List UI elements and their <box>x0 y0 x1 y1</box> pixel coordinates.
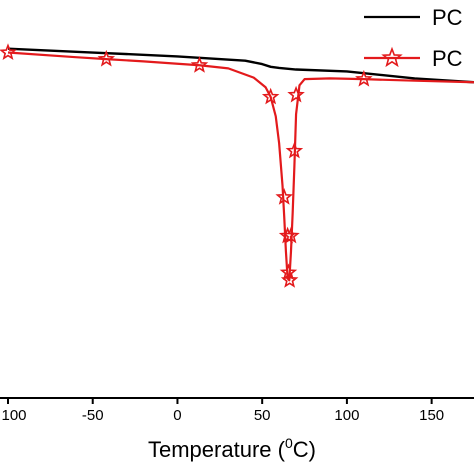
series-line-pc-red <box>7 51 474 282</box>
star-marker <box>280 271 299 288</box>
x-tick-label: 0 <box>173 407 181 424</box>
x-tick-label: -50 <box>82 407 104 424</box>
x-tick-label: 100 <box>334 407 359 424</box>
x-axis-title-main: Temperature ( <box>148 437 286 462</box>
x-axis-title-superscript: 0 <box>285 435 293 451</box>
legend: PC PC <box>364 5 463 71</box>
star-marker <box>282 226 300 244</box>
star-marker <box>355 69 373 87</box>
legend-label-pc-black: PC <box>432 5 463 30</box>
legend-marker-star <box>381 46 403 68</box>
plot-area <box>0 43 474 288</box>
x-tick-label: 100 <box>1 407 26 424</box>
x-axis-title: Temperature (0C) <box>148 435 316 462</box>
x-tick-label: 150 <box>419 407 444 424</box>
axes: 100 -50 0 50 100 150 <box>0 397 474 424</box>
star-marker <box>97 49 116 67</box>
legend-label-pc-red: PC <box>432 46 463 71</box>
star-marker <box>190 56 209 73</box>
star-marker <box>285 141 304 159</box>
star-marker <box>287 85 305 103</box>
star-marker <box>0 43 17 60</box>
x-axis-title-unit: C) <box>293 437 316 462</box>
series-line-pc-black <box>7 47 474 84</box>
star-marker <box>275 188 293 205</box>
star-marker <box>261 87 280 105</box>
x-tick-label: 50 <box>254 407 271 424</box>
